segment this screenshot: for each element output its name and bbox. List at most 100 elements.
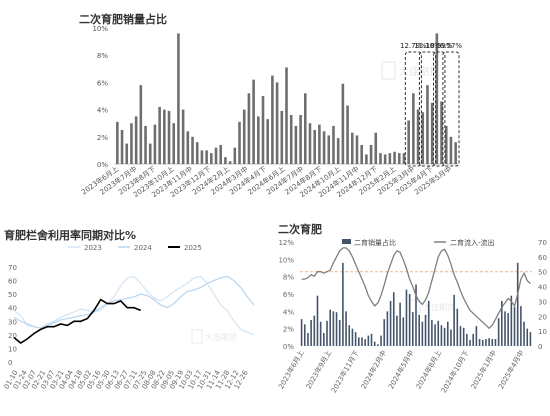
- chart3-bar: [361, 337, 363, 346]
- chart3-xtick: 2025年4月中: [496, 349, 525, 391]
- chart1-bar: [398, 153, 401, 164]
- chart3-bar: [457, 309, 459, 346]
- chart2-legend-label: 2025: [184, 244, 202, 252]
- chart3-ytick-right: 20: [538, 313, 547, 321]
- chart1-bar: [313, 130, 316, 164]
- chart1-ytick: 0%: [97, 161, 108, 169]
- chart3-ytick-left: 12%: [278, 239, 294, 247]
- chart2-ytick: 0: [8, 359, 12, 367]
- chart1-bar: [332, 126, 335, 164]
- chart1-bar: [121, 130, 124, 164]
- chart2-legend-label: 2024: [134, 244, 152, 252]
- chart1-bar: [393, 152, 396, 164]
- chart1-plot: 大佳期货 0% 2% 4% 6% 8% 10% 12.79%11.10%18.59%6.57%…: [0, 0, 550, 215]
- chart3-bar: [387, 311, 389, 346]
- chart-sales-share: 二次育肥销量占比 大佳期货 0% 2% 4% 6% 8% 10% 12.79% 11.10% 18…: [0, 0, 550, 215]
- chart1-bar: [327, 135, 330, 164]
- chart3-bar: [352, 329, 354, 346]
- chart1-bar: [318, 125, 321, 164]
- chart3-bar: [514, 307, 516, 346]
- chart3-bar: [380, 336, 382, 346]
- chart1-bar: [252, 80, 255, 164]
- chart3-bar: [450, 330, 452, 346]
- chart1-bar: [295, 126, 298, 164]
- chart3-bar: [504, 311, 506, 346]
- chart3-bar: [498, 318, 500, 346]
- chart-secondary-fattening: 二次育肥 大佳期货 0% 2% 4% 6% 8% 10% 12% 0 10 20 30 40 50 60 70…: [270, 216, 550, 416]
- chart1-annotation: 6.57%: [440, 42, 463, 50]
- chart1-bar: [238, 122, 241, 164]
- chart3-bar: [453, 295, 455, 346]
- chart1-bar: [149, 144, 152, 164]
- chart3-bar: [469, 340, 471, 346]
- chart3-bar: [383, 319, 385, 346]
- chart3-bar: [485, 339, 487, 346]
- chart3-bar: [526, 329, 528, 346]
- chart1-ytick: 4%: [97, 107, 108, 115]
- chart1-bar: [426, 85, 429, 164]
- chart1-bar: [205, 150, 208, 164]
- chart3-bar: [466, 334, 468, 346]
- chart3-bar: [425, 315, 427, 346]
- chart3-xtick: 2023年9月上: [304, 349, 333, 391]
- chart3-bar: [495, 339, 497, 346]
- chart1-bar: [374, 133, 377, 164]
- chart3-bar: [422, 322, 424, 346]
- chart3-bar: [326, 321, 328, 346]
- chart3-plot: 大佳期货 0% 2% 4% 6% 8% 10% 12% 0 10 20 30 40 50 60 70 二育销量占…: [270, 216, 550, 416]
- chart3-xtick: 2025年1月中: [469, 349, 498, 391]
- chart1-bar: [201, 150, 204, 164]
- chart3-bar: [342, 263, 344, 346]
- chart3-legend-label: 二育销量占比: [354, 238, 396, 247]
- chart1-bar: [224, 157, 227, 164]
- chart1-bar: [130, 123, 133, 164]
- chart1-bar: [215, 148, 218, 164]
- chart3-legend-swatch: [342, 239, 351, 244]
- chart3-bar: [393, 292, 395, 346]
- chart1-bar: [163, 110, 166, 164]
- chart3-xtick: 2023年11月下: [329, 349, 361, 395]
- chart1-ytick: 10%: [92, 25, 108, 33]
- chart3-bar: [520, 306, 522, 346]
- chart1-ytick: 6%: [97, 79, 108, 87]
- chart3-ytick-left: 10%: [278, 256, 294, 264]
- chart3-bar: [368, 336, 370, 346]
- chart3-ytick-right: 30: [538, 298, 547, 306]
- chart2-series-line: [14, 277, 254, 329]
- chart3-bar: [348, 325, 350, 346]
- chart2-legend-label: 2023: [84, 244, 102, 252]
- chart1-ytick: 2%: [97, 134, 108, 142]
- chart3-bar: [523, 322, 525, 346]
- chart3-bar: [371, 334, 373, 346]
- chart1-bar: [309, 123, 312, 164]
- chart3-bar: [431, 320, 433, 346]
- chart1-bar: [450, 137, 453, 164]
- chart3-ytick-left: 4%: [283, 308, 294, 316]
- chart1-bar: [182, 110, 185, 164]
- chart3-xtick: 2024年5月中: [386, 349, 415, 391]
- chart1-bar: [116, 122, 119, 164]
- chart1-bar: [281, 111, 284, 164]
- chart3-bar: [323, 333, 325, 346]
- chart1-bar: [346, 106, 349, 164]
- chart3-bar: [406, 290, 408, 346]
- chart3-bar: [396, 316, 398, 346]
- chart3-bar: [479, 339, 481, 346]
- chart1-bar: [196, 142, 199, 164]
- chart1-bar: [323, 131, 326, 164]
- chart3-ytick-right: 0: [538, 343, 542, 351]
- chart2-ytick: 70: [8, 264, 17, 272]
- chart3-bar: [333, 311, 335, 346]
- chart1-bar: [379, 153, 382, 164]
- chart1-bar: [191, 137, 194, 164]
- chart3-bar: [336, 312, 338, 346]
- chart1-bar: [187, 131, 190, 164]
- chart1-bar: [168, 111, 171, 164]
- chart1-ytick: 8%: [97, 52, 108, 60]
- watermark-logo: [410, 300, 420, 313]
- chart1-bar: [412, 93, 415, 164]
- chart3-bar: [418, 315, 420, 346]
- chart3-bar: [460, 326, 462, 346]
- chart3-bar: [517, 263, 519, 346]
- chart1-bar: [135, 116, 138, 164]
